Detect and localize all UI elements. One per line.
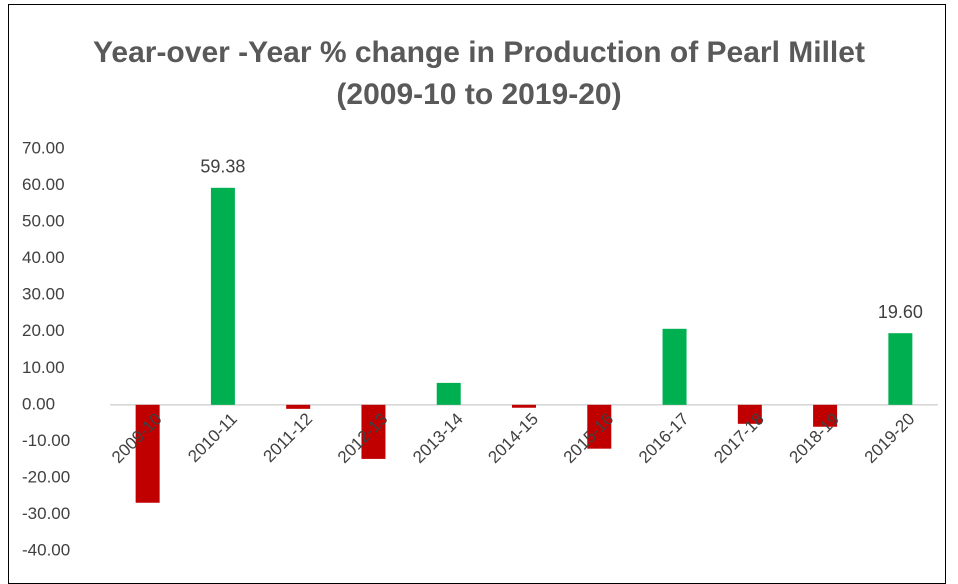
y-tick-label: -10.00 <box>22 431 70 450</box>
y-tick-label: 10.00 <box>22 358 65 377</box>
bar <box>210 187 235 405</box>
bar <box>587 404 612 449</box>
y-tick-label: 20.00 <box>22 321 65 340</box>
data-label: 59.38 <box>200 157 245 177</box>
x-tick-label: 2016-17 <box>635 409 693 467</box>
x-tick-label: 2013-14 <box>409 409 467 467</box>
y-tick-label: 60.00 <box>22 175 65 194</box>
y-tick-label: -40.00 <box>22 540 70 559</box>
x-tick-label: 2019-20 <box>861 409 919 467</box>
bar <box>888 333 913 405</box>
data-label: 19.60 <box>878 302 923 322</box>
bar <box>737 404 762 424</box>
bar <box>512 404 536 408</box>
bar <box>436 382 461 405</box>
x-tick-label: 2014-15 <box>484 409 542 467</box>
bar <box>813 404 838 427</box>
x-tick-label: 2011-12 <box>260 409 317 466</box>
y-tick-label: -20.00 <box>22 467 70 486</box>
bar <box>286 404 311 409</box>
y-tick-label: 50.00 <box>22 212 65 231</box>
y-tick-label: 40.00 <box>22 248 65 267</box>
y-tick-label: 0.00 <box>22 394 55 413</box>
bar <box>135 404 160 503</box>
bar <box>361 404 386 459</box>
y-tick-label: 70.00 <box>22 138 65 157</box>
y-tick-label: -30.00 <box>22 504 70 523</box>
y-tick-label: 30.00 <box>22 285 65 304</box>
x-tick-label: 2010-11 <box>184 409 241 466</box>
bar <box>662 328 687 405</box>
chart-title: Year-over -Year % change in Production o… <box>93 36 865 111</box>
